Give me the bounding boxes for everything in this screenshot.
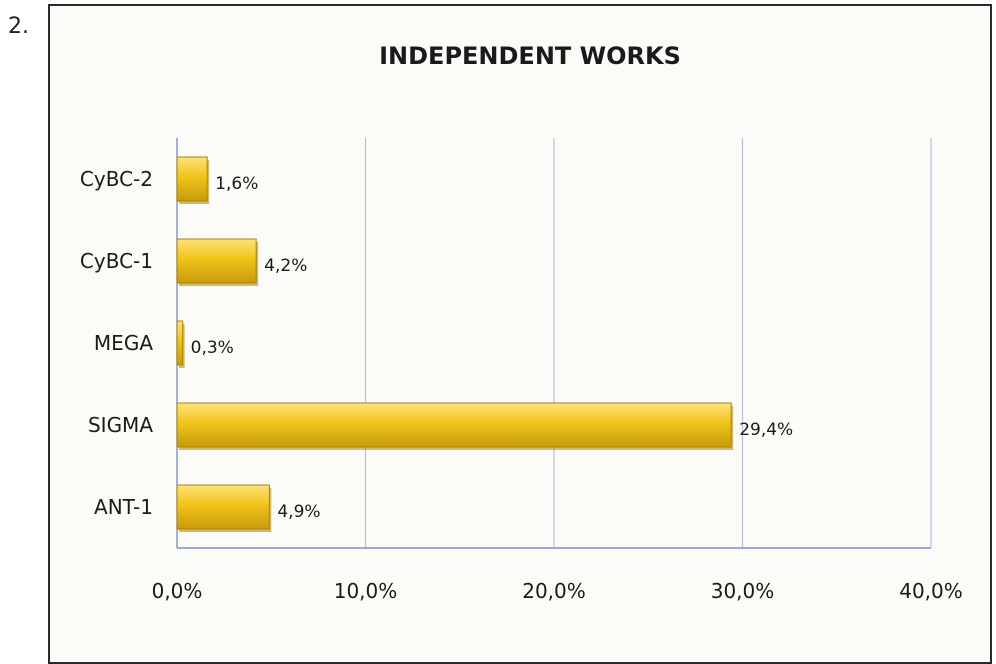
x-tick-label: 40,0%	[899, 579, 963, 603]
item-number: 2.	[8, 14, 29, 39]
labels: 0,0% 10,0% 20,0% 30,0% 40,0% CyBC-2 1,6% CyBC-1…	[80, 167, 963, 603]
data-label: 1,6%	[215, 174, 258, 194]
bar-cybc-2	[176, 156, 208, 202]
bar-cybc-1	[176, 238, 257, 284]
chart-title: INDEPENDENT WORKS	[379, 42, 681, 70]
category-label: SIGMA	[88, 413, 153, 437]
category-label: CyBC-2	[80, 167, 153, 191]
x-tick-label: 0,0%	[152, 579, 203, 603]
data-label: 4,9%	[277, 502, 320, 522]
chart-frame	[48, 4, 992, 664]
x-tick-label: 20,0%	[522, 579, 586, 603]
bar-mega	[176, 320, 184, 366]
category-label: CyBC-1	[80, 249, 153, 273]
category-label: ANT-1	[94, 495, 153, 519]
x-tick-label: 30,0%	[711, 579, 775, 603]
data-label: 0,3%	[191, 338, 234, 358]
bar-sigma	[176, 402, 732, 448]
bar-chart: INDEPENDENT WORKS 0,0% 10,0% 20,0% 30,0% 40,…	[80, 42, 963, 603]
x-tick-label: 10,0%	[334, 579, 398, 603]
grid-lines	[364, 138, 932, 548]
data-label: 4,2%	[264, 256, 307, 276]
bar-ant-1	[176, 484, 270, 530]
data-label: 29,4%	[739, 420, 793, 440]
category-label: MEGA	[94, 331, 153, 355]
bars	[176, 156, 734, 532]
